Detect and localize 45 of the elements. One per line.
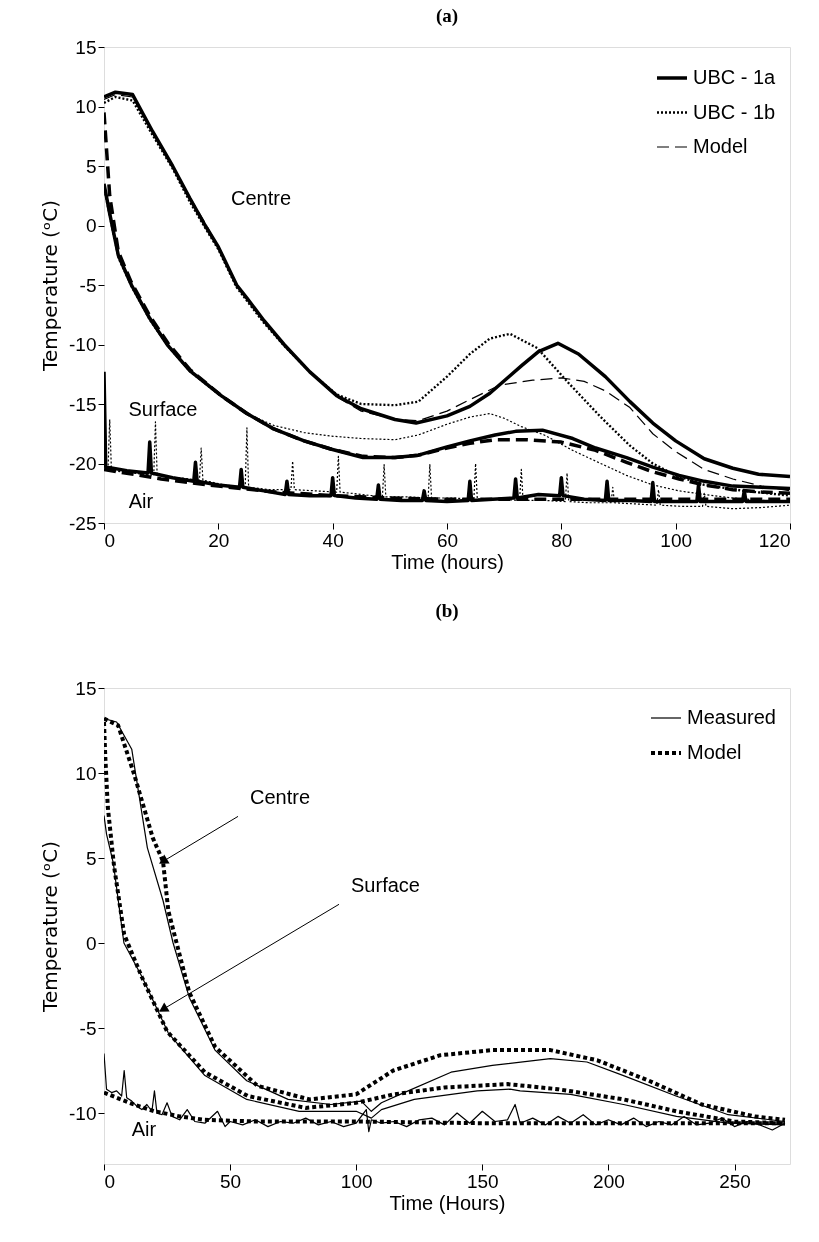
y-tick-label: 10 — [75, 96, 97, 117]
y-axis-title: Temperature (ᵒC) — [38, 841, 63, 1013]
legend-label: Model — [693, 135, 748, 157]
x-tick-label: 200 — [593, 1170, 625, 1192]
y-tick-label: -20 — [69, 453, 97, 474]
x-tick-label: 150 — [466, 1170, 499, 1192]
x-tick-label: 0 — [104, 529, 116, 551]
x-tick-label: 100 — [660, 529, 693, 551]
chart-title: (b) — [435, 600, 459, 622]
x-tick-label: 100 — [340, 1170, 373, 1192]
x-tick-label: 0 — [104, 1170, 116, 1192]
y-axis-title: Temperature (ᵒC) — [38, 200, 63, 372]
x-axis-title: Time (hours) — [391, 550, 504, 573]
x-tick-label: 250 — [719, 1170, 751, 1192]
x-tick-label: 50 — [220, 1170, 242, 1192]
y-tick-label: -5 — [79, 1017, 97, 1039]
y-tick-label: 0 — [85, 215, 97, 236]
annotation: Surface — [351, 874, 420, 897]
annotation: Air — [131, 1118, 157, 1140]
y-tick-label: -10 — [69, 334, 97, 355]
y-tick-label: 5 — [85, 155, 97, 177]
y-tick-label: 15 — [75, 36, 97, 58]
y-tick-label: -15 — [69, 393, 97, 415]
y-tick-label: 15 — [75, 677, 97, 699]
annotation: Surface — [128, 398, 198, 420]
legend-label: Model — [687, 741, 742, 763]
x-tick-label: 20 — [208, 529, 230, 551]
y-tick-label: -5 — [79, 274, 97, 296]
x-tick-label: 80 — [551, 529, 573, 551]
y-tick-label: 10 — [75, 762, 97, 784]
x-tick-label: 60 — [436, 529, 459, 551]
legend-label: UBC - 1b — [693, 100, 776, 123]
y-tick-label: -25 — [69, 512, 97, 534]
x-tick-label: 40 — [322, 529, 344, 551]
legend-label: UBC - 1a — [693, 66, 777, 88]
x-tick-label: 120 — [758, 529, 791, 551]
x-axis-title: Time (Hours) — [389, 1191, 506, 1214]
y-tick-label: 5 — [85, 847, 97, 869]
y-tick-label: -10 — [69, 1102, 97, 1124]
y-tick-label: 0 — [85, 932, 97, 954]
annotation: Air — [128, 490, 154, 512]
annotation: Centre — [230, 187, 292, 209]
legend-label: Measured — [687, 706, 776, 728]
chart-title: (a) — [435, 5, 459, 27]
annotation: Centre — [250, 786, 311, 809]
